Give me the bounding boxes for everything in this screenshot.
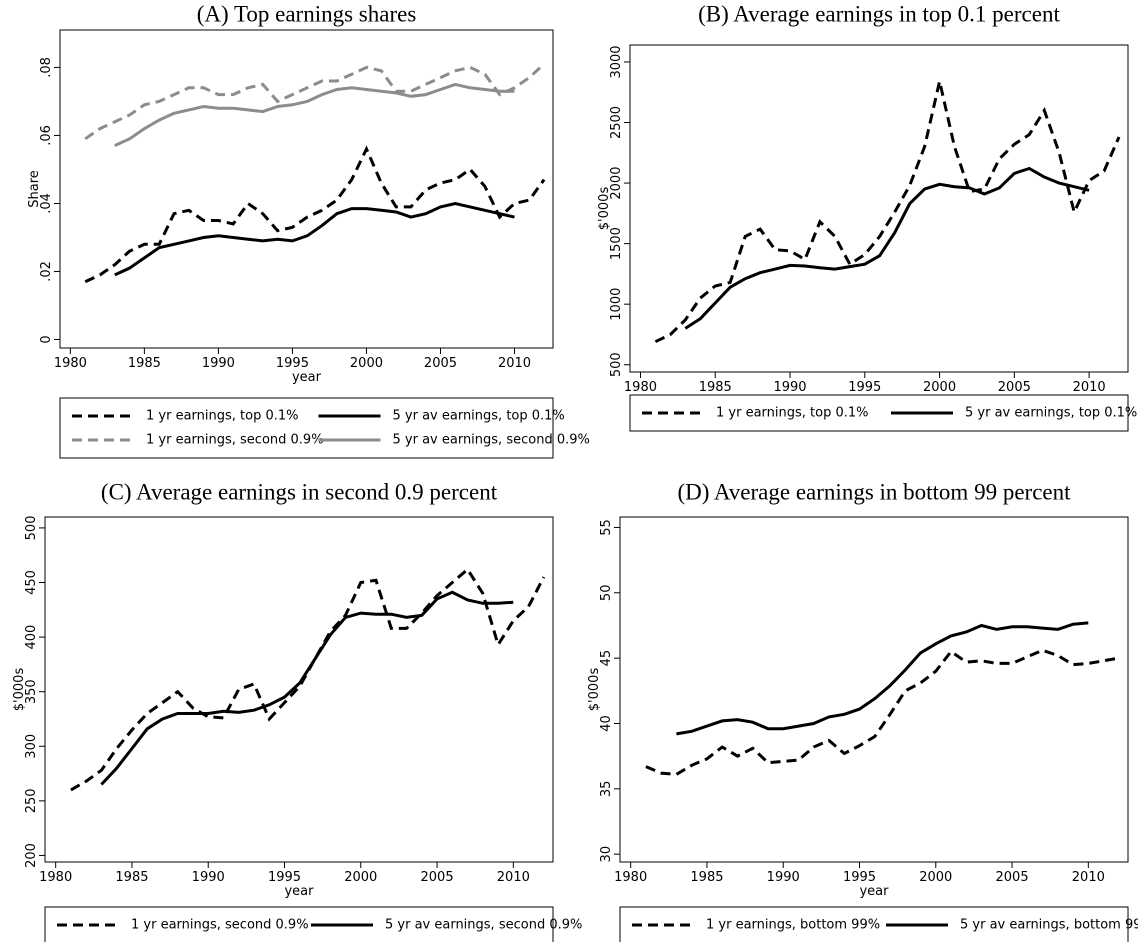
panel: (A) Top earnings shares 1980 1985 1990 1995 2… [27, 1, 590, 459]
y-tick-label: 45 [599, 650, 614, 667]
x-axis-label: year [284, 884, 314, 899]
x-tick-label: 1995 [276, 356, 309, 371]
x-tick-label: 1985 [115, 870, 148, 885]
y-axis-label: Share [27, 170, 42, 208]
legend-label: 5 yr av earnings, top 0.1% [965, 406, 1137, 421]
x-tick-label: 1995 [848, 380, 881, 395]
y-tick-label: .06 [39, 125, 54, 146]
x-tick-label: 2005 [996, 870, 1029, 885]
plot-frame [44, 516, 554, 863]
y-tick-label: 30 [599, 846, 614, 863]
legend-label: 1 yr earnings, second 0.9% [131, 918, 309, 933]
y-tick-label: .04 [39, 193, 54, 214]
y-axis-label: $'000s [587, 668, 602, 712]
x-tick-label: 1980 [54, 356, 87, 371]
legend-box [619, 906, 1129, 942]
x-tick-label: 2000 [919, 870, 952, 885]
panel: (B) Average earnings in top 0.1 percent 1… [597, 1, 1137, 432]
y-tick-label: 450 [24, 570, 39, 595]
y-tick-label: 0 [39, 335, 54, 343]
series-line [100, 590, 514, 786]
series-line [84, 145, 546, 284]
legend-label: 1 yr earnings, second 0.9% [146, 433, 324, 448]
y-tick-label: 3000 [609, 45, 624, 78]
x-tick-label: 1995 [268, 870, 301, 885]
legend-box [629, 394, 1129, 432]
x-tick-label: 2005 [998, 380, 1031, 395]
legend-label: 5 yr av earnings, second 0.9% [393, 433, 590, 448]
legend-box [44, 906, 554, 942]
x-tick-label: 1985 [128, 356, 161, 371]
x-tick-label: 1990 [202, 356, 235, 371]
y-tick-label: 35 [599, 781, 614, 798]
series-line [70, 567, 546, 792]
x-tick-label: 1990 [773, 380, 806, 395]
x-tick-label: 1980 [614, 870, 647, 885]
panel: (C) Average earnings in second 0.9 perce… [12, 479, 582, 942]
y-tick-label: 500 [24, 516, 39, 541]
x-tick-label: 1990 [767, 870, 800, 885]
legend-label: 5 yr av earnings, second 0.9% [385, 918, 582, 933]
y-tick-label: 55 [599, 519, 614, 536]
y-tick-label: .02 [39, 261, 54, 282]
x-tick-label: 1985 [699, 380, 732, 395]
series-line [654, 80, 1121, 344]
x-tick-label: 2000 [350, 356, 383, 371]
x-tick-label: 2005 [424, 356, 457, 371]
plot-frame [629, 44, 1129, 373]
y-tick-label: 350 [24, 679, 39, 704]
x-tick-label: 2000 [923, 380, 956, 395]
series-line [84, 62, 546, 141]
x-tick-label: 2010 [1073, 380, 1106, 395]
x-tick-label: 2005 [421, 870, 454, 885]
plot-frame [619, 516, 1129, 863]
series-line [114, 201, 515, 277]
x-tick-label: 1980 [624, 380, 657, 395]
y-axis-label: $'000s [12, 668, 27, 712]
y-tick-label: 40 [599, 715, 614, 732]
legend-label: 1 yr earnings, top 0.1% [146, 409, 299, 424]
y-tick-label: 400 [24, 625, 39, 650]
x-axis-label: year [292, 370, 322, 385]
x-tick-label: 2010 [498, 356, 531, 371]
y-tick-label: 2000 [609, 167, 624, 200]
x-tick-label: 1980 [39, 870, 72, 885]
panel-title: (C) Average earnings in second 0.9 perce… [101, 479, 498, 504]
y-tick-label: 500 [609, 352, 624, 377]
legend-label: 1 yr earnings, top 0.1% [716, 406, 869, 421]
y-axis-label: $'000s [597, 187, 612, 231]
legend-box [59, 397, 554, 459]
series-line [645, 648, 1120, 776]
x-axis-label: year [859, 884, 889, 899]
panel-title: (B) Average earnings in top 0.1 percent [698, 1, 1060, 26]
x-tick-label: 2000 [344, 870, 377, 885]
x-tick-label: 2010 [1072, 870, 1105, 885]
x-tick-label: 2010 [497, 870, 530, 885]
x-tick-label: 1985 [690, 870, 723, 885]
x-tick-label: 1995 [843, 870, 876, 885]
y-tick-label: 1000 [609, 288, 624, 321]
legend-label: 1 yr earnings, bottom 99% [706, 918, 880, 933]
series-line [676, 621, 1089, 736]
y-tick-label: 300 [24, 734, 39, 759]
y-tick-label: 50 [599, 585, 614, 602]
panel-title: (A) Top earnings shares [197, 1, 417, 26]
panel: (D) Average earnings in bottom 99 percen… [587, 479, 1138, 942]
y-tick-label: 1500 [609, 227, 624, 260]
y-tick-label: .08 [39, 57, 54, 78]
legend-label: 5 yr av earnings, bottom 99% [960, 918, 1138, 933]
plot-frame [59, 29, 554, 349]
y-tick-label: 200 [24, 843, 39, 868]
series-line [684, 166, 1090, 330]
y-tick-label: 250 [24, 788, 39, 813]
y-tick-label: 2500 [609, 106, 624, 139]
panel-title: (D) Average earnings in bottom 99 percen… [678, 479, 1072, 504]
legend-label: 5 yr av earnings, top 0.1% [393, 409, 565, 424]
x-tick-label: 1990 [192, 870, 225, 885]
series-line [114, 82, 515, 147]
